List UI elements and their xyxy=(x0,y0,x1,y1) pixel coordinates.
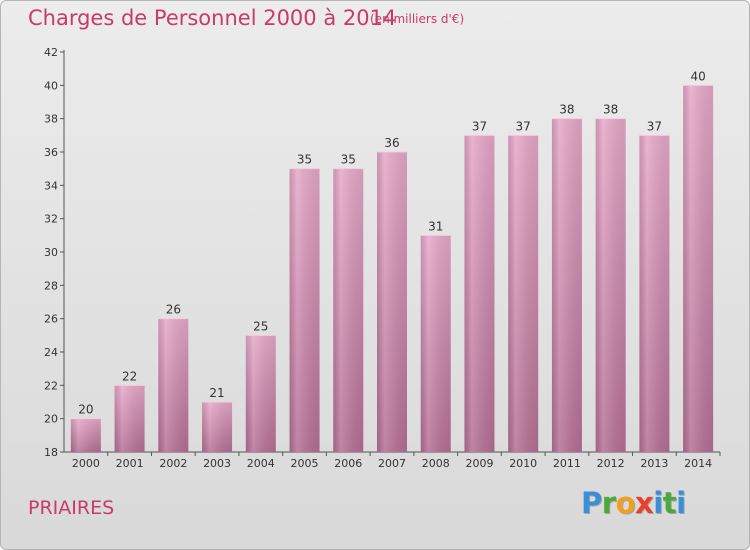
y-tick-label: 18 xyxy=(44,446,58,459)
data-label: 22 xyxy=(122,369,137,383)
y-tick-label: 26 xyxy=(44,313,58,326)
y-tick-label: 36 xyxy=(44,146,58,159)
y-tick-label: 22 xyxy=(44,379,58,392)
data-label: 26 xyxy=(166,303,181,317)
bar-shading xyxy=(683,85,714,452)
data-label: 37 xyxy=(472,119,487,133)
bar-shading xyxy=(508,135,539,453)
y-tick-label: 28 xyxy=(44,279,58,292)
bar-shading xyxy=(202,402,233,452)
bar-shading xyxy=(595,118,626,453)
y-tick-label: 42 xyxy=(44,46,58,59)
x-tick-label: 2001 xyxy=(116,457,144,470)
y-tick-label: 38 xyxy=(44,113,58,126)
bar-shading xyxy=(464,135,495,453)
data-label: 31 xyxy=(428,219,443,233)
y-tick-label: 32 xyxy=(44,213,58,226)
data-label: 25 xyxy=(253,319,268,333)
logo-letter: r xyxy=(601,486,616,520)
logo-letter: x xyxy=(635,486,654,520)
bar-shading xyxy=(333,168,364,452)
bar-shading xyxy=(377,152,407,452)
data-label: 35 xyxy=(341,153,356,167)
y-tick-label: 30 xyxy=(44,246,58,259)
x-tick-label: 2003 xyxy=(203,457,231,470)
x-tick-label: 2007 xyxy=(378,457,406,470)
x-tick-label: 2006 xyxy=(334,457,362,470)
chart-title: Charges de Personnel 2000 à 2014 xyxy=(28,6,397,30)
data-label: 38 xyxy=(559,103,574,117)
data-label: 20 xyxy=(78,403,93,417)
chart-bars: 20 22 26 21 25 35 35 36 31 37 37 38 38 37 40 xyxy=(70,69,714,453)
proxiti-logo: Proxiti xyxy=(581,486,686,520)
data-label: 37 xyxy=(516,119,531,133)
logo-letter: i xyxy=(676,486,686,520)
y-tick-label: 40 xyxy=(44,79,58,92)
bar-shading xyxy=(420,235,451,452)
chart-subtitle: (en milliers d'€) xyxy=(370,12,465,26)
x-tick-label: 2012 xyxy=(597,457,625,470)
bar-shading xyxy=(70,418,101,452)
bar-shading xyxy=(289,168,320,452)
chart-axes: 18 20 22 24 26 28 30 32 34 36 38 40 42 2000 2001 2002 20… xyxy=(44,46,721,470)
commune-name: PRIAIRES xyxy=(28,497,115,519)
data-label: 36 xyxy=(384,136,399,150)
bar-shading xyxy=(551,118,582,453)
bar-shading xyxy=(245,335,276,452)
x-tick-label: 2013 xyxy=(640,457,668,470)
x-tick-label: 2004 xyxy=(247,457,275,470)
logo-letter: t xyxy=(662,486,677,520)
x-tick-label: 2011 xyxy=(553,457,581,470)
bar-shading xyxy=(639,135,670,453)
x-tick-label: 2000 xyxy=(72,457,100,470)
x-tick-label: 2014 xyxy=(684,457,712,470)
x-tick-label: 2010 xyxy=(509,457,537,470)
y-tick-label: 24 xyxy=(44,346,58,359)
x-tick-label: 2002 xyxy=(159,457,187,470)
y-tick-label: 20 xyxy=(44,413,58,426)
logo-letter: o xyxy=(615,486,636,520)
bar-shading xyxy=(158,318,189,452)
data-label: 35 xyxy=(297,153,312,167)
logo-letter: i xyxy=(653,486,663,520)
data-label: 38 xyxy=(603,103,618,117)
x-tick-label: 2009 xyxy=(465,457,493,470)
x-tick-label: 2008 xyxy=(422,457,450,470)
data-label: 37 xyxy=(647,119,662,133)
bar-shading xyxy=(114,385,145,452)
y-tick-label: 34 xyxy=(44,179,58,192)
data-label: 21 xyxy=(209,386,224,400)
logo-letter: P xyxy=(581,486,602,520)
x-tick-label: 2005 xyxy=(291,457,319,470)
data-label: 40 xyxy=(690,69,705,83)
